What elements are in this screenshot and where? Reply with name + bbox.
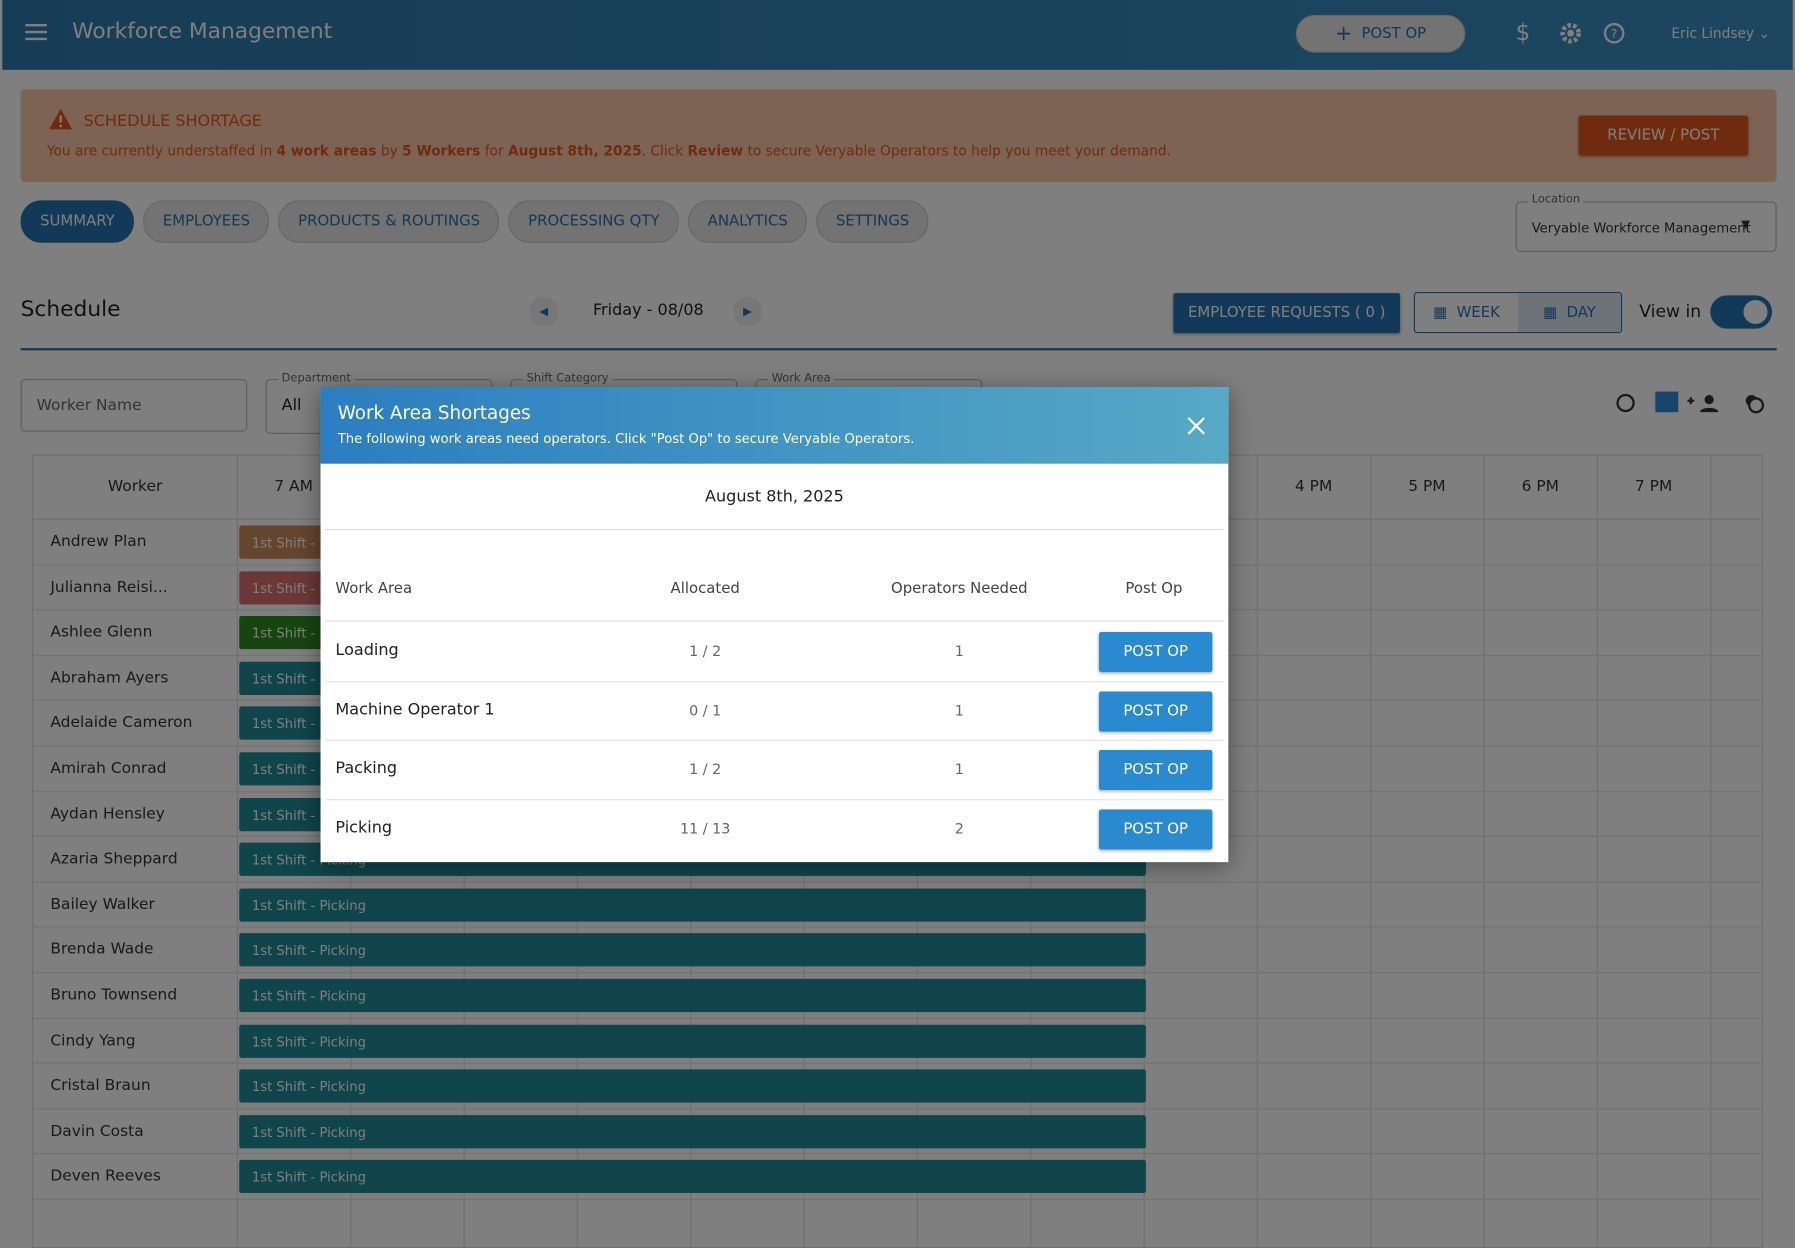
divider (325, 528, 1224, 531)
work-area-name: Packing (335, 759, 398, 778)
allocated: 1 / 2 (689, 642, 722, 660)
shortage-table: Work Area Allocated Operators Needed Post O… (325, 559, 1224, 862)
table-header: Post Op (1125, 580, 1183, 598)
table-header: Work Area (335, 580, 413, 598)
operators-needed: 1 (954, 642, 964, 660)
post-op-button[interactable]: POST OP (1098, 809, 1213, 850)
allocated: 0 / 1 (689, 701, 722, 719)
divider (325, 740, 1224, 742)
post-op-button[interactable]: POST OP (1098, 750, 1213, 791)
allocated: 11 / 13 (679, 819, 731, 838)
modal-header: Work Area Shortages The following work a… (320, 386, 1229, 464)
modal-date: August 8th, 2025 (705, 487, 844, 507)
operators-needed: 1 (954, 760, 964, 778)
modal-subtitle: The following work areas need operators.… (337, 430, 915, 447)
operators-needed: 2 (954, 819, 964, 838)
divider (325, 620, 1224, 622)
table-header: Operators Needed (891, 580, 1028, 598)
work-area-name: Loading (335, 641, 399, 660)
work-area-name: Picking (335, 818, 393, 838)
close-button[interactable] (1187, 417, 1206, 435)
allocated: 1 / 2 (689, 760, 722, 778)
post-op-button[interactable]: POST OP (1098, 691, 1213, 732)
operators-needed: 1 (954, 701, 964, 719)
work-area-name: Machine Operator 1 (335, 700, 495, 719)
divider (325, 680, 1224, 683)
shortage-modal: Work Area Shortages The following work a… (320, 386, 1229, 863)
divider (325, 799, 1224, 801)
modal-title: Work Area Shortages (337, 401, 531, 424)
table-header: Allocated (670, 580, 740, 598)
post-op-button[interactable]: POST OP (1098, 632, 1213, 673)
